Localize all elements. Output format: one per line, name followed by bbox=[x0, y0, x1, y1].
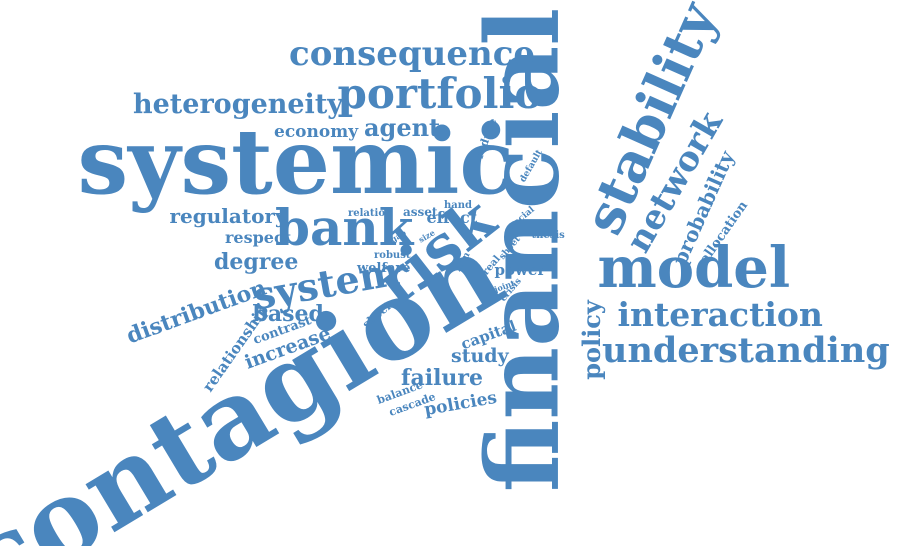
word-policy: policy bbox=[576, 300, 606, 380]
word-interaction: interaction bbox=[617, 294, 823, 334]
word-degree: degree bbox=[214, 249, 299, 275]
word-thesis: thesis bbox=[531, 230, 565, 241]
word-model: model bbox=[597, 235, 791, 301]
word-robust: robust bbox=[374, 250, 411, 261]
word-asset: asset bbox=[403, 205, 438, 219]
word-respect: respect bbox=[225, 228, 292, 247]
word-welfare: welfare bbox=[357, 260, 411, 276]
word-bank: bank bbox=[275, 198, 414, 257]
word-effect: effect bbox=[426, 208, 478, 227]
word-failure: failure bbox=[401, 365, 484, 391]
word-power: power bbox=[494, 260, 546, 279]
word-heterogeneity: heterogeneity bbox=[133, 88, 343, 120]
word-systemic: systemic bbox=[77, 109, 515, 215]
word-portfolio: portfolio bbox=[337, 69, 543, 118]
word-consequence: consequence bbox=[289, 34, 536, 74]
word-agent: agent bbox=[364, 113, 441, 142]
word-based: based bbox=[252, 301, 324, 327]
word-economy: economy bbox=[274, 121, 359, 142]
word-relation: relation bbox=[348, 208, 393, 219]
word-study: study bbox=[451, 344, 509, 367]
word-hand: hand bbox=[444, 200, 473, 211]
word-regulatory: regulatory bbox=[169, 204, 287, 228]
word-understanding: understanding bbox=[602, 329, 890, 371]
